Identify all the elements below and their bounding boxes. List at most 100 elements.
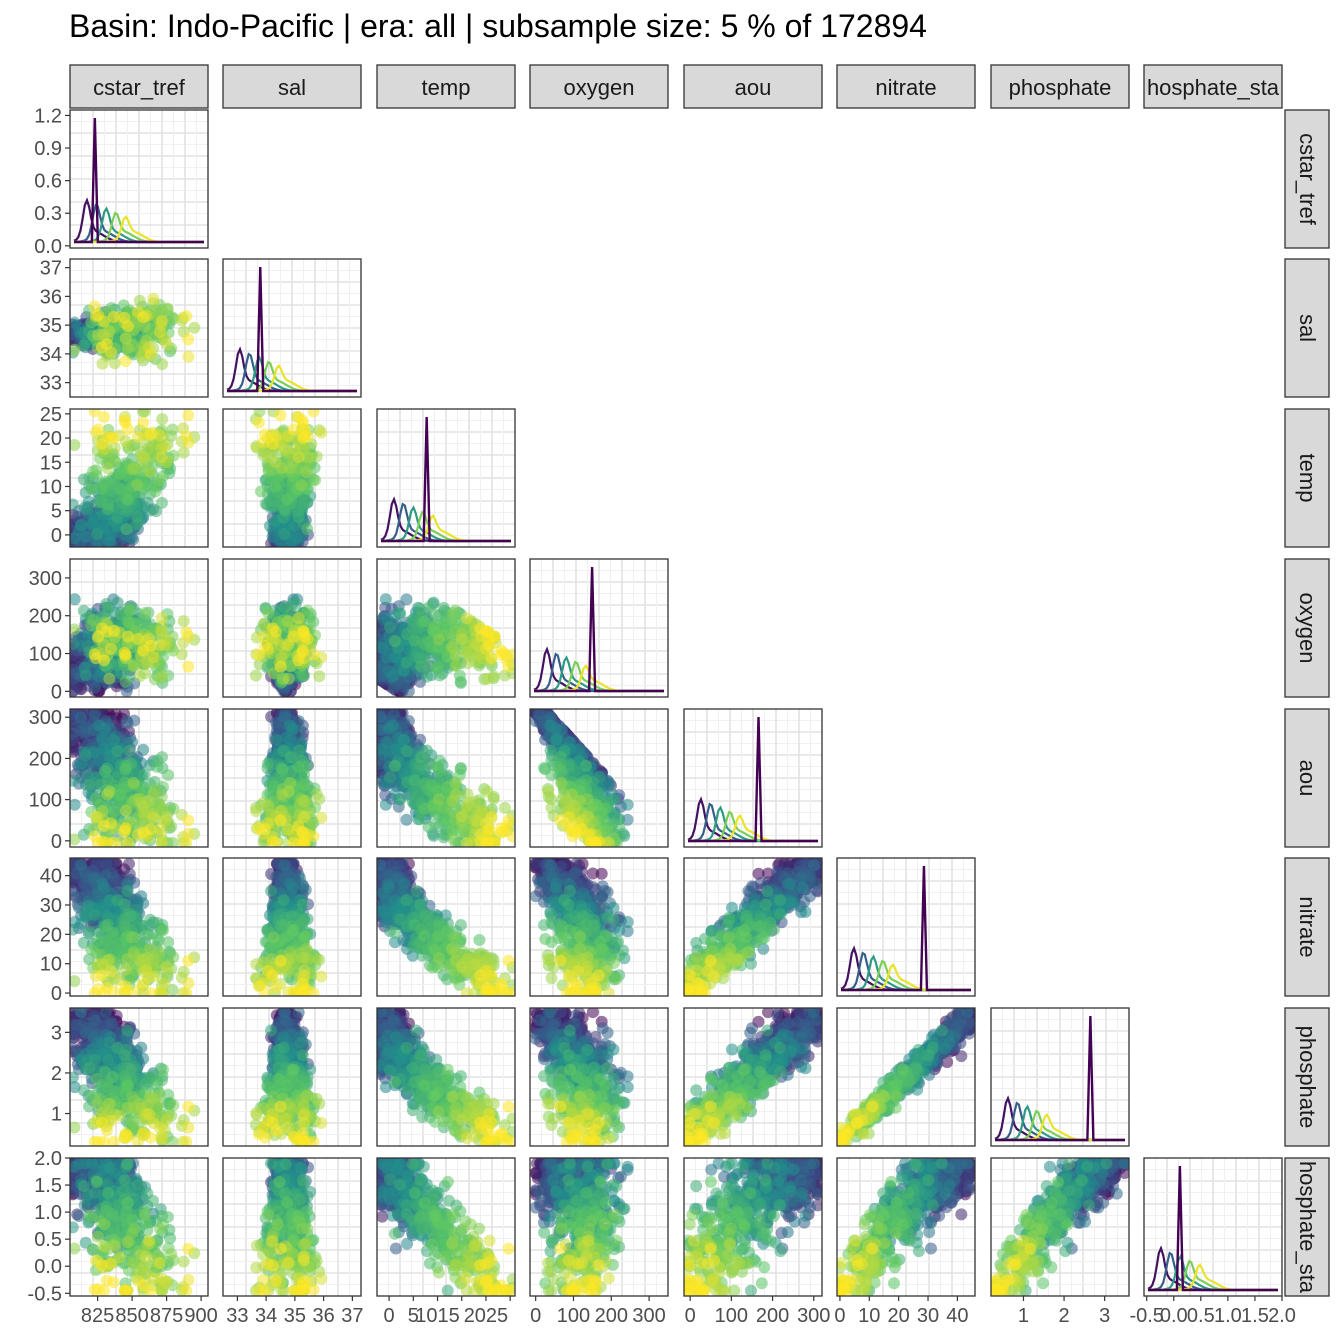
scatter-point — [85, 483, 98, 496]
scatter-point — [105, 642, 117, 655]
scatter-point — [96, 357, 109, 370]
scatter-point — [153, 823, 166, 836]
scatter-point — [98, 315, 110, 328]
scatter-point — [133, 670, 146, 683]
scatter-point — [447, 607, 459, 619]
scatter-point — [161, 302, 174, 315]
strip-top-label-2: temp — [422, 75, 471, 100]
strip-right-0 — [1284, 109, 1330, 249]
scatter-point — [485, 652, 498, 665]
scatter-point — [150, 760, 163, 773]
scatter-point — [88, 409, 101, 418]
density-peak — [227, 266, 357, 393]
scatter-point — [87, 465, 100, 478]
scatter-point — [95, 622, 108, 635]
scatter-point — [153, 429, 166, 442]
scatter-point — [93, 496, 105, 509]
scatter-point — [155, 624, 168, 637]
panel-3-1 — [222, 558, 362, 698]
scatter-point — [114, 467, 127, 480]
scatter-point — [147, 292, 160, 305]
scatter-point — [155, 451, 168, 464]
strip-top-2 — [376, 64, 516, 109]
panel-4-0 — [69, 708, 209, 848]
scatter-point — [282, 615, 295, 628]
scatter-point — [281, 493, 294, 506]
scatter-point — [93, 670, 106, 683]
scatter-point — [144, 349, 157, 362]
scatter-point — [92, 423, 105, 436]
scatter-point — [107, 310, 120, 323]
panel-border — [69, 109, 209, 249]
scatter-point — [127, 776, 140, 789]
scatter-point — [379, 601, 392, 614]
strip-right-label-4: aou — [1295, 760, 1320, 797]
scatter-point — [415, 660, 428, 673]
strip-right-label-6: phosphate — [1295, 1026, 1320, 1129]
panel-border — [222, 408, 362, 548]
scatter-point — [266, 622, 279, 635]
chart-title: Basin: Indo-Pacific | era: all | subsamp… — [69, 8, 927, 44]
scatter-point — [182, 350, 195, 363]
scatter-point — [400, 656, 413, 669]
grid-lines — [70, 110, 208, 248]
scatter-point — [292, 654, 305, 667]
scatter-point — [483, 639, 496, 652]
scatter-point — [83, 779, 96, 791]
scatter-point — [70, 685, 79, 697]
scatter-point — [137, 826, 150, 839]
scatter-point — [156, 413, 169, 426]
scatter-point — [108, 805, 121, 818]
scatter-point — [102, 503, 114, 516]
scatter-point — [274, 409, 287, 422]
scatter-point — [262, 607, 275, 619]
scatter-point — [313, 670, 326, 683]
scatter-point — [147, 811, 160, 824]
scatter-point — [249, 669, 262, 682]
scatter-point — [70, 637, 79, 650]
scatter-point — [111, 596, 124, 609]
scatter-point — [278, 528, 291, 540]
scatter-point — [155, 315, 168, 328]
scatter-point — [120, 523, 133, 536]
scatter-point — [111, 511, 124, 524]
panel-3-2 — [376, 558, 516, 698]
scatter-point — [70, 623, 81, 636]
scatter-point — [123, 744, 136, 757]
scatter-point — [156, 496, 168, 509]
strip-right-label-0: cstar_tref — [1295, 133, 1320, 226]
strip-top-3 — [529, 64, 669, 109]
scatter-point — [138, 409, 151, 418]
scatter-point — [120, 685, 133, 697]
scatter-point — [123, 604, 136, 617]
scatter-point — [131, 510, 144, 523]
strip-right-label-2: temp — [1295, 454, 1320, 503]
scatter-point — [70, 316, 81, 329]
scatter-point — [89, 709, 101, 721]
strip-top-6 — [990, 64, 1130, 109]
scatter-point — [188, 321, 201, 334]
panel-1-0 — [69, 258, 209, 398]
scatter-point — [292, 411, 305, 423]
scatter-point — [454, 675, 467, 688]
scatter-point — [287, 423, 300, 436]
scatter-point — [131, 632, 144, 645]
panel-border — [69, 258, 209, 398]
scatter-point — [269, 456, 282, 469]
scatter-point — [158, 440, 171, 453]
scatter-point — [122, 423, 134, 436]
scatter-point — [70, 720, 83, 733]
scatter-point — [70, 593, 81, 606]
scatter-point — [182, 814, 195, 827]
scatter-point — [460, 612, 473, 625]
scatter-point — [449, 660, 462, 672]
strip-top-label-3: oxygen — [564, 75, 635, 100]
scatter-point — [75, 519, 88, 532]
scatter-point — [101, 462, 114, 475]
strip-right-1 — [1284, 258, 1330, 398]
density-peak — [74, 117, 204, 244]
scatter-point — [70, 343, 81, 356]
scatter-point — [278, 503, 291, 516]
scatter-point — [79, 530, 92, 543]
